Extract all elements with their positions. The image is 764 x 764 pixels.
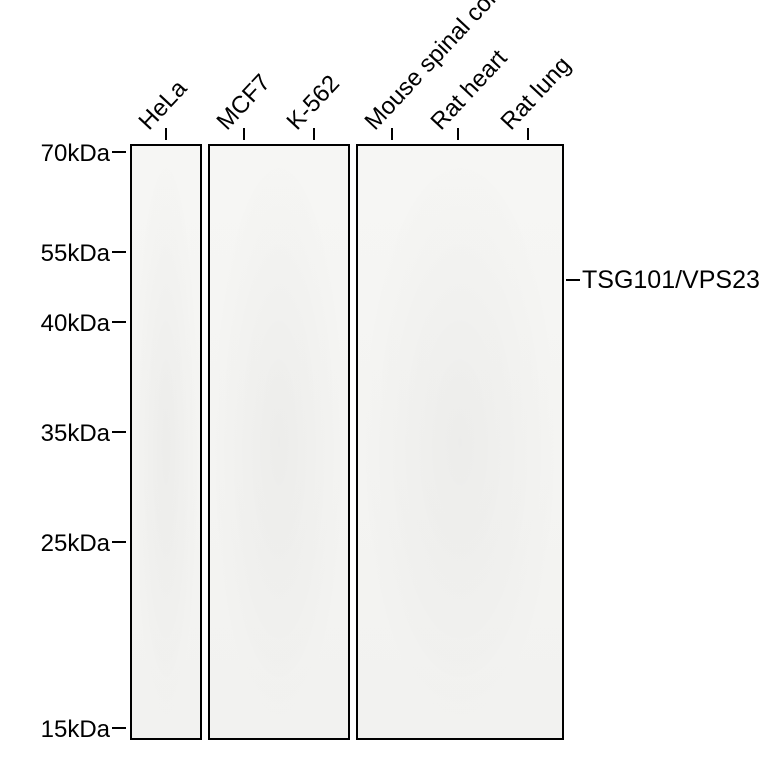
mw-tick [112, 431, 126, 433]
band-mcf7 [216, 268, 278, 294]
mw-label: 70kDa [0, 140, 110, 168]
mw-tick [112, 541, 126, 543]
mw-label: 40kDa [0, 310, 110, 338]
mw-label: 55kDa [0, 240, 110, 268]
lane-tick [165, 128, 167, 140]
spot-mcf7-1 [234, 422, 244, 432]
lane-tick [313, 128, 315, 140]
spot-k562-2 [312, 436, 318, 442]
mw-label: 15kDa [0, 716, 110, 744]
lane-label-hela: HeLa [134, 75, 194, 136]
blot-panel-3 [356, 144, 564, 740]
lane-label-mcf7: MCF7 [212, 69, 277, 136]
mw-tick [112, 727, 126, 729]
lane-tick [243, 128, 245, 140]
western-blot-figure: 70kDa 55kDa 40kDa 35kDa 25kDa 15kDa HeLa… [0, 0, 764, 764]
mw-tick [112, 321, 126, 323]
band-rat-lung [498, 272, 558, 292]
band-rat-heart [434, 276, 486, 290]
lane-tick [457, 128, 459, 140]
band-hela [138, 270, 198, 294]
lane-label-k562: K-562 [282, 70, 346, 136]
band-mouse [366, 274, 422, 292]
band-label: TSG101/VPS23 [582, 266, 760, 295]
mw-tick [112, 251, 126, 253]
lane-tick [527, 128, 529, 140]
band-k562 [284, 268, 346, 294]
blot-panel-1 [130, 144, 202, 740]
blot-panel-2 [208, 144, 350, 740]
spot-mcf7-2 [236, 438, 242, 444]
mw-label: 35kDa [0, 420, 110, 448]
band-label-tick [566, 279, 580, 281]
spot-k562-1 [310, 422, 319, 431]
mw-label: 25kDa [0, 530, 110, 558]
mw-tick [112, 151, 126, 153]
lane-tick [391, 128, 393, 140]
